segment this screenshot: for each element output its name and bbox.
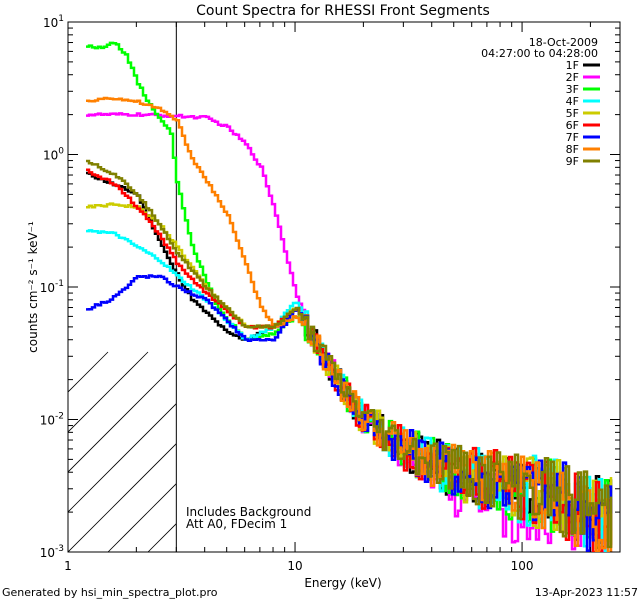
footer-timestamp: 13-Apr-2023 11:57: [535, 586, 638, 599]
legend-label: 3F: [566, 83, 579, 96]
legend-label: 7F: [566, 131, 579, 144]
y-tick-label: 10-3: [40, 544, 64, 560]
hatch-line: [68, 351, 109, 393]
series-line-8F: [86, 96, 613, 552]
time-range-label: 04:27:00 to 04:28:00: [481, 47, 598, 60]
x-tick-label: 10: [287, 559, 302, 573]
chart-title: Count Spectra for RHESSI Front Segments: [196, 3, 490, 19]
legend-label: 2F: [566, 71, 579, 84]
hatch-line: [0, 352, 28, 552]
legend-label: 4F: [566, 95, 579, 108]
series-group: [86, 41, 613, 552]
legend-label: 6F: [566, 119, 579, 132]
hatch-line: [68, 351, 149, 433]
hatch-line: [68, 443, 177, 552]
y-tick-label: 10-2: [40, 412, 64, 428]
note-attenuator: Att A0, FDecim 1: [186, 517, 287, 531]
legend-label: 5F: [566, 107, 579, 120]
y-axis-label: counts cm⁻² s⁻¹ keV⁻¹: [26, 221, 40, 353]
y-tick-label: 100: [43, 147, 64, 163]
hatch-line: [68, 363, 177, 473]
hatch-line: [68, 403, 177, 513]
legend-label: 8F: [566, 143, 579, 156]
date-label: 18-Oct-2009: [529, 36, 598, 49]
x-tick-label: 1: [64, 559, 72, 573]
legend-label: 9F: [566, 155, 579, 168]
axis-ticks: 1 10 100 101 100 10-1 10-2 10-3: [40, 14, 620, 573]
hatch-line: [68, 352, 69, 353]
footer-generated-by: Generated by hsi_min_spectra_plot.pro: [2, 586, 218, 599]
x-tick-label: 100: [511, 559, 534, 573]
x-axis-label: Energy (keV): [304, 576, 381, 590]
series-line-9F: [86, 159, 613, 549]
hatch-line: [628, 352, 640, 552]
hatch-lines: [0, 351, 640, 552]
legend-label: 1F: [566, 59, 579, 72]
note-background: Includes Background: [186, 505, 311, 519]
y-tick-label: 10-1: [40, 279, 64, 295]
y-tick-label: 101: [43, 14, 64, 30]
hatched-region: [0, 351, 640, 552]
hatch-line: [107, 483, 177, 552]
